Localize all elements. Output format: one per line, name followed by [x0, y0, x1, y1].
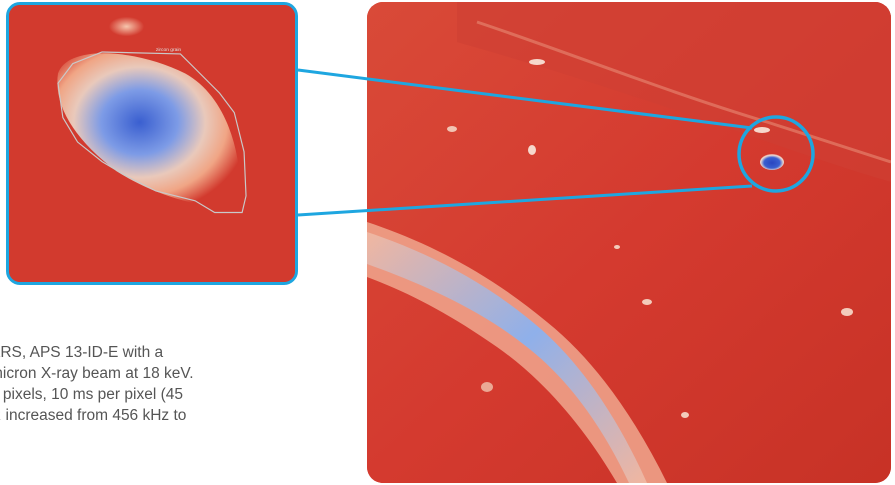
upper-bright-spot	[108, 16, 145, 37]
diagonal-band-core	[367, 232, 647, 483]
main-map-image	[367, 2, 891, 483]
grain-outline	[57, 51, 247, 214]
caption-line-4: R increased from 456 kHz to	[0, 407, 187, 424]
caption-line-1: ARS, APS 13-ID-E with a	[0, 344, 164, 361]
caption: ARS, APS 13-ID-E with a micron X-ray bea…	[0, 342, 360, 426]
zoom-inset-panel: zircon grain	[6, 2, 298, 285]
main-map-panel	[367, 2, 891, 483]
zoom-inset-image: zircon grain	[9, 5, 295, 282]
grain-label: zircon grain	[156, 47, 181, 53]
small-grain	[760, 154, 784, 170]
caption-line-2: micron X-ray beam at 18 keV.	[0, 365, 194, 382]
caption-line-3: n pixels, 10 ms per pixel (45	[0, 386, 183, 403]
grain-blob	[57, 53, 241, 207]
